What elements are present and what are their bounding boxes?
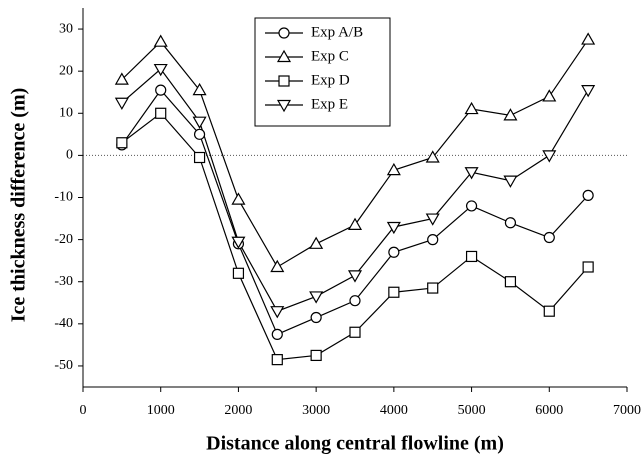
marker — [270, 259, 285, 273]
marker — [193, 128, 206, 140]
y-tick-label: 10 — [59, 105, 73, 120]
marker — [310, 311, 322, 324]
marker — [309, 291, 324, 304]
marker — [155, 84, 167, 96]
marker — [503, 175, 518, 188]
legend-label: Exp A/B — [311, 24, 363, 40]
marker — [192, 116, 207, 129]
legend-label: Exp C — [311, 48, 349, 64]
marker — [310, 349, 322, 362]
marker — [582, 261, 594, 273]
marker — [349, 326, 361, 338]
marker — [388, 246, 400, 258]
x-tick-label: 4000 — [380, 403, 408, 418]
marker — [543, 231, 555, 244]
marker — [276, 99, 292, 113]
marker — [271, 354, 283, 366]
marker — [386, 221, 401, 235]
marker — [504, 276, 517, 288]
y-tick-label: 30 — [59, 21, 73, 36]
x-tick-label: 1000 — [147, 403, 175, 418]
marker — [581, 32, 596, 45]
marker — [278, 75, 290, 87]
marker — [116, 137, 128, 149]
marker — [582, 189, 594, 201]
marker — [464, 101, 479, 115]
x-tick-label: 6000 — [535, 403, 563, 418]
y-axis-label: Ice thickness difference (m) — [8, 88, 30, 323]
marker — [270, 306, 285, 319]
marker — [114, 97, 129, 110]
x-tick-label: 5000 — [458, 403, 486, 418]
series-line — [121, 112, 589, 361]
marker — [231, 236, 246, 249]
marker — [465, 250, 478, 263]
marker — [153, 34, 168, 47]
y-tick-label: -30 — [54, 274, 73, 289]
marker — [349, 295, 361, 307]
marker — [347, 270, 363, 283]
marker — [425, 150, 440, 163]
marker — [155, 107, 167, 119]
marker — [581, 85, 596, 98]
legend-label: Exp E — [311, 96, 348, 112]
y-tick-label: -10 — [54, 190, 73, 205]
marker — [153, 63, 168, 77]
marker — [309, 236, 324, 249]
y-tick-label: -50 — [54, 358, 73, 373]
marker — [193, 151, 206, 164]
marker — [278, 27, 290, 39]
x-tick-label: 7000 — [613, 403, 641, 418]
marker — [388, 286, 400, 298]
marker — [192, 82, 207, 96]
marker — [464, 167, 479, 180]
y-tick-label: 0 — [66, 148, 73, 163]
marker — [542, 89, 557, 102]
y-tick-label: -40 — [54, 316, 73, 331]
y-tick-label: -20 — [54, 232, 73, 247]
marker — [542, 150, 557, 163]
marker — [427, 282, 439, 294]
x-tick-label: 2000 — [224, 403, 252, 418]
marker — [504, 217, 517, 229]
marker — [503, 108, 518, 121]
marker — [114, 72, 129, 85]
marker — [386, 162, 401, 176]
marker — [347, 217, 363, 230]
x-axis-label: Distance along central flowline (m) — [206, 433, 504, 455]
marker — [232, 267, 245, 279]
marker — [276, 49, 292, 63]
x-tick-label: 3000 — [302, 403, 330, 418]
y-tick-label: 20 — [59, 63, 73, 78]
legend-box — [254, 17, 391, 127]
marker — [427, 234, 439, 246]
marker — [543, 305, 555, 317]
marker — [465, 200, 478, 212]
x-tick-label: 0 — [80, 403, 87, 418]
marker — [231, 192, 246, 205]
legend-label: Exp D — [311, 72, 350, 88]
marker — [425, 213, 440, 226]
marker — [271, 328, 283, 340]
